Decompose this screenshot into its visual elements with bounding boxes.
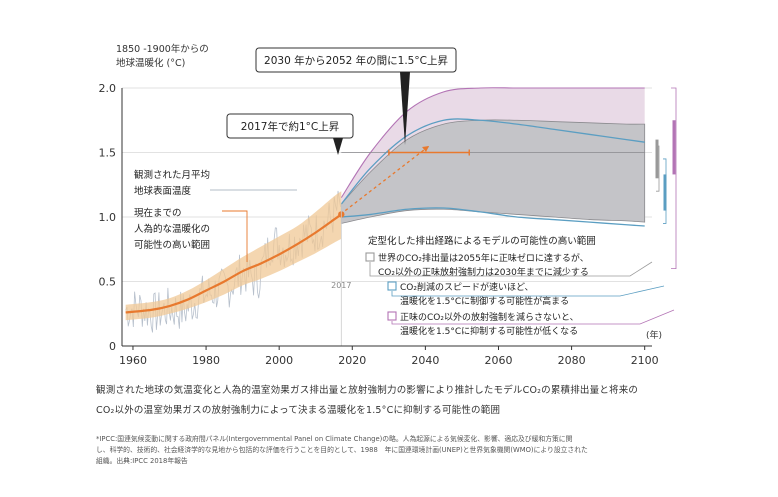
human-induced-central-line	[125, 213, 342, 314]
observed-label-line-2: 地球表面温度	[134, 185, 192, 197]
right-bracket-gray	[656, 145, 660, 192]
footnote: *IPCC:国連気候変動に関する政府間パネル(Intergovernmental…	[96, 434, 694, 467]
legend-item-2-line-1: 正味のCO₂以外の放射強制を減らさないと、	[400, 311, 579, 323]
human-induced-series	[125, 191, 345, 321]
footnote-line-2: し、科学的、技術的、社会経済学的な見地から包括的な評価を行うことを目的として、1…	[96, 446, 588, 454]
human-induced-band	[125, 191, 342, 321]
y-tick-label: 1.5	[99, 147, 117, 160]
legend-leader-blue	[391, 285, 665, 297]
purple-range-upper-line	[340, 87, 645, 198]
y-axis-label-line-2: 地球温暖化 (°C)	[116, 57, 185, 69]
legend-item-1-line-1: CO₂削減のスピードが速いほど、	[400, 281, 534, 293]
human-label-line-1: 現在までの	[134, 207, 182, 219]
legend-swatch-1	[387, 281, 397, 291]
right-range-bar-1	[663, 174, 667, 211]
annotation-2017-box	[226, 113, 354, 139]
gray-range-fill	[340, 119, 646, 224]
annotation-2030-2052-box	[255, 47, 457, 73]
blue-range-lower-line	[341, 207, 645, 227]
legend-leader-purple	[391, 309, 675, 325]
right-range-bar-2	[672, 120, 676, 175]
y-axis-label-line-1: 1850 -1900年からの	[116, 43, 209, 55]
legend-swatch-0	[365, 252, 375, 262]
x-tick-label: 1980	[192, 354, 220, 367]
projection-band-gray	[340, 119, 646, 224]
footnote-line-1: *IPCC:国連気候変動に関する政府間パネル(Intergovernmental…	[96, 435, 573, 443]
legend-item-0-line-2: CO₂以外の正味放射強制力は2030年までに減少する	[378, 266, 589, 278]
legend-item-1-line-2: 温暖化を1.5°Cに制御する可能性が高まる	[400, 295, 569, 307]
human-label-line-3: 可能性の高い範囲	[134, 239, 210, 251]
annotation-2017-pointer	[333, 138, 343, 155]
x-axis-unit: (年)	[646, 329, 662, 341]
legend-item-0-line-1: 世界のCO₂排出量は2055年に正味ゼロに達するが、	[378, 252, 589, 264]
annotation-2030-2052-pointer	[400, 72, 410, 145]
caption-line-1: 観測された地球の気温変化と人為的温室効果ガス排出量と放射強制力の影響により推計し…	[96, 385, 639, 396]
human-label-line-2: 人為的な温暖化の	[134, 223, 210, 235]
x-tick-label: 2060	[484, 354, 512, 367]
legend-swatch-2	[387, 311, 397, 321]
annotation-2017-text: 2017年で約1°C上昇	[241, 120, 340, 133]
y-tick-label: 0	[109, 340, 116, 353]
projection-arrow-head	[422, 146, 430, 153]
legend: 定型化した排出経路によるモデルの可能性の高い範囲世界のCO₂排出量は2055年に…	[365, 87, 677, 337]
annotation-2030-2052-text: 2030 年から2052 年の間に1.5°C上昇	[264, 54, 448, 67]
x-tick-label: 2020	[338, 354, 366, 367]
observed-label-line-1: 観測された月平均	[134, 169, 210, 181]
right-bracket-blue	[663, 158, 667, 224]
right-bracket-purple	[671, 87, 677, 270]
x-tick-label: 2080	[558, 354, 586, 367]
x-tick-label: 1960	[119, 354, 147, 367]
footnote-line-3: 組織。出典:IPCC 2018年報告	[96, 457, 188, 465]
x-tick-label: 2040	[411, 354, 439, 367]
legend-title: 定型化した排出経路によるモデルの可能性の高い範囲	[368, 235, 596, 247]
x-tick-label: 2100	[631, 354, 659, 367]
right-range-bar-0	[655, 139, 659, 179]
y-tick-label: 0.5	[99, 276, 117, 289]
caption-line-2: CO₂以外の温室効果ガスの放射強制力によって決まる温暖化を1.5°Cに抑制する可…	[96, 405, 501, 416]
annotations: 2017 2017年で約1°C上昇 2030 年から2052 年の間に1.5°C上昇…	[134, 47, 645, 346]
legend-leader-gray	[369, 261, 653, 277]
marker-2017-label: 2017	[331, 281, 351, 290]
warming-chart: 2017 2017年で約1°C上昇 2030 年から2052 年の間に1.5°C上昇…	[99, 43, 677, 367]
y-tick-label: 1.0	[99, 211, 117, 224]
x-tick-label: 2000	[265, 354, 293, 367]
figure-caption: 観測された地球の気温変化と人為的温室効果ガス排出量と放射強制力の影響により推計し…	[96, 381, 694, 421]
y-tick-label: 2.0	[99, 82, 117, 95]
human-leader	[222, 210, 248, 262]
legend-item-2-line-2: 温暖化を1.5°Cに抑制する可能性が低くなる	[400, 325, 578, 337]
